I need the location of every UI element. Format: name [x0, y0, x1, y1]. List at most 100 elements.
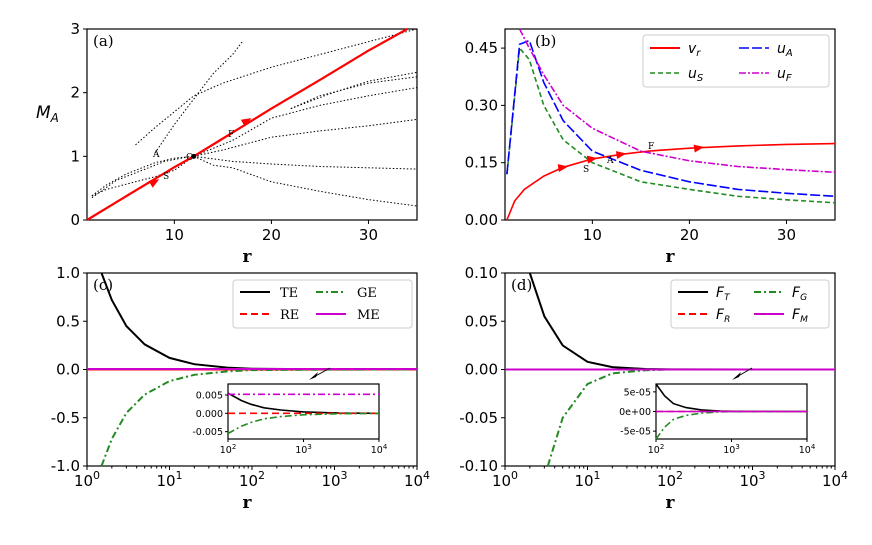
- x-tick-label: 104: [822, 469, 848, 490]
- y-tick-label: 0.15: [465, 154, 498, 172]
- contour-line: [154, 41, 243, 154]
- y-tick-label: 0: [70, 211, 80, 229]
- y-tick-label: 1.0: [56, 264, 80, 282]
- contour-line: [135, 28, 418, 146]
- inset-x-label: 102: [648, 443, 665, 456]
- direction-arrow: [240, 118, 252, 127]
- panel-d-legend: FT FR FG FM: [670, 279, 830, 329]
- x-tick-label: 102: [657, 469, 683, 490]
- panel-a-ticks: 10 20 30 0 1 2 3: [70, 20, 378, 244]
- panel-b-point-A: A: [606, 156, 614, 166]
- panel-d-xlabel: r: [666, 493, 676, 513]
- y-tick-label: 0.5: [56, 312, 80, 330]
- inset-y-label: 0e+00: [619, 407, 651, 418]
- direction-arrow: [586, 155, 598, 164]
- inset-x-label: 103: [723, 443, 740, 456]
- panel-d-inset: 5e-05 0e+00 -5e-05 102 103 104: [619, 383, 816, 456]
- legend-ge: GE: [357, 286, 377, 301]
- panel-b-legend: vr uS uA uF: [642, 34, 830, 88]
- y-tick-label: -1.0: [51, 457, 80, 475]
- panel-c-arrow-head: [309, 372, 318, 380]
- legend-re: RE: [280, 308, 299, 323]
- contour-line: [91, 155, 195, 197]
- panel-c-series: [87, 272, 418, 467]
- series-ge: [100, 368, 418, 467]
- inset-y-label: 0.000: [196, 409, 223, 420]
- y-tick-label: 0.00: [465, 211, 498, 229]
- x-tick-label: 100: [74, 469, 100, 490]
- panel-b-frame: [504, 28, 836, 221]
- panel-a-label: (a): [93, 32, 114, 50]
- x-tick-label: 100: [492, 469, 518, 490]
- panel-b-series: [506, 28, 836, 221]
- panel-a-frame: [86, 28, 418, 221]
- panel-c-xlabel: r: [243, 493, 253, 513]
- x-tick-label: 10: [165, 226, 184, 244]
- inset-y-label: -5e-05: [620, 427, 651, 438]
- panel-c-ticks: 100 101 102 103 104 -1.0 -0.5 0.0 0.5 1.0: [51, 264, 430, 490]
- contour-line: [91, 155, 194, 199]
- x-tick-label: 20: [262, 226, 281, 244]
- panel-a-point-S: S: [163, 172, 169, 182]
- inset-ge: [227, 412, 380, 435]
- panel-d-label: (d): [511, 276, 532, 294]
- y-tick-label: 0.10: [465, 264, 498, 282]
- legend-box: [670, 279, 830, 329]
- panel-a: 10 20 30 0 1 2 3 (a) r MA A S F O: [36, 20, 418, 267]
- contour-line: [193, 87, 418, 157]
- y-tick-label: 0.30: [465, 96, 498, 114]
- contour-line: [290, 71, 418, 110]
- y-tick-label: 0.05: [465, 312, 498, 330]
- series-transonic-solution: [86, 28, 408, 221]
- legend-fg: FG: [792, 285, 807, 303]
- legend-us: uS: [688, 66, 704, 84]
- x-tick-label: 104: [404, 469, 430, 490]
- panel-a-point-O: O: [186, 153, 193, 163]
- panel-b-label: (b): [535, 32, 556, 50]
- x-tick-label: 101: [156, 469, 182, 490]
- inset-fg: [655, 410, 808, 440]
- x-tick-label: 20: [680, 226, 699, 244]
- contour-line: [193, 155, 418, 170]
- y-tick-label: 2: [70, 84, 80, 102]
- y-tick-label: -0.10: [459, 457, 498, 475]
- legend-fm: FM: [792, 307, 808, 325]
- inset-x-label: 104: [799, 443, 816, 456]
- panel-d-arrow-head: [732, 372, 741, 380]
- panel-b-point-S: S: [583, 165, 589, 175]
- inset-y-label: 0.005: [196, 391, 223, 402]
- legend-box: [232, 279, 413, 329]
- y-tick-label: 0.0: [56, 361, 80, 379]
- inset-x-label: 103: [295, 443, 312, 456]
- x-tick-label: 101: [574, 469, 600, 490]
- direction-arrow: [693, 144, 705, 153]
- legend-fr: FR: [716, 307, 730, 325]
- panel-a-point-F: F: [228, 130, 234, 140]
- legend-box: [642, 34, 830, 88]
- panel-c-label: (c): [93, 276, 113, 294]
- panel-d-ticks: 100 101 102 103 104 -0.10 -0.05 0.00 0.05 0.10: [459, 264, 848, 490]
- inset-y-label: 5e-05: [624, 387, 651, 398]
- series-u-s: [506, 46, 836, 204]
- y-tick-label: -0.5: [51, 409, 80, 427]
- x-tick-label: 102: [239, 469, 265, 490]
- contour-line: [290, 76, 418, 110]
- panel-c-inset: 0.005 0.000 -0.005 102 103 104: [192, 391, 387, 457]
- panel-a-contours: [91, 28, 418, 207]
- series-v-r: [506, 142, 836, 221]
- x-tick-label: 103: [739, 469, 765, 490]
- critical-point: [191, 153, 197, 159]
- inset-y-label: -0.005: [192, 427, 223, 438]
- panel-b-point-F: F: [648, 142, 654, 152]
- panel-c: 100 101 102 103 104 -1.0 -0.5 0.0 0.5 1.0 (c) r T…: [51, 264, 430, 513]
- panel-a-xlabel: r: [243, 247, 253, 267]
- direction-arrow: [557, 164, 569, 172]
- panel-b-ticks: 10 20 30 0.00 0.15 0.30 0.45: [465, 39, 796, 244]
- panel-d: 100 101 102 103 104 -0.10 -0.05 0.00 0.05 0.10 (d…: [459, 264, 848, 513]
- legend-uf: uF: [777, 66, 792, 84]
- contour-line: [193, 118, 418, 157]
- x-tick-label: 103: [321, 469, 347, 490]
- y-tick-label: 1: [70, 147, 80, 165]
- series-u-f: [518, 28, 836, 174]
- y-tick-label: 3: [70, 20, 80, 38]
